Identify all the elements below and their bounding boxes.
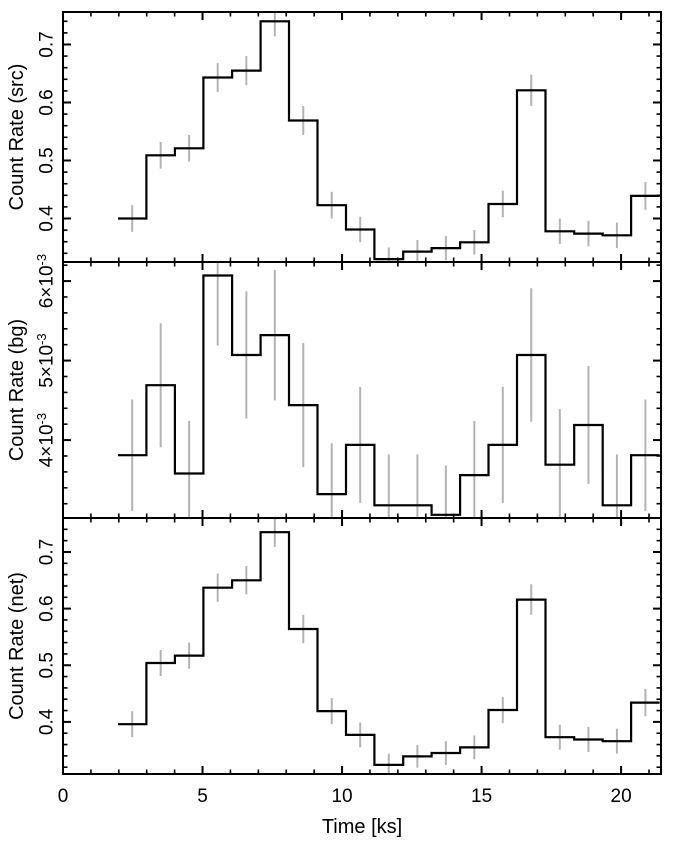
y-tick-label-net: 0.4: [37, 708, 58, 735]
y-tick-label-bg: 5×10-3: [34, 333, 58, 387]
y-axis-label-src: Count Rate (src): [6, 64, 28, 211]
x-axis-label: Time [ks]: [322, 816, 402, 838]
panel-border-src: [62, 11, 662, 263]
y-tick-label-net: 0.7: [37, 539, 58, 565]
y-tick-label-src: 0.5: [37, 147, 58, 173]
x-tick-label: 15: [471, 786, 492, 807]
step-line-src: [118, 20, 660, 261]
y-tick-label-src: 0.7: [37, 31, 58, 57]
y-tick-label-src: 0.6: [37, 89, 58, 115]
panel-border-net: [62, 517, 662, 775]
y-tick-label-net: 0.6: [37, 595, 58, 621]
x-tick-label: 20: [611, 786, 632, 807]
y-tick-label-bg: 4×10-3: [34, 413, 58, 467]
y-axis-label-net: Count Rate (net): [6, 572, 28, 720]
y-axis-label-bg: Count Rate (bg): [6, 319, 28, 461]
step-line-net: [118, 531, 660, 766]
x-tick-label: 0: [58, 786, 69, 807]
x-tick-label: 5: [197, 786, 208, 807]
y-tick-label-net: 0.5: [37, 652, 58, 678]
x-tick-label: 10: [331, 786, 352, 807]
y-tick-label-bg: 6×10-3: [34, 254, 58, 308]
panel-border-bg: [62, 261, 662, 519]
y-tick-label-src: 0.4: [37, 205, 58, 232]
step-line-bg: [118, 274, 660, 516]
